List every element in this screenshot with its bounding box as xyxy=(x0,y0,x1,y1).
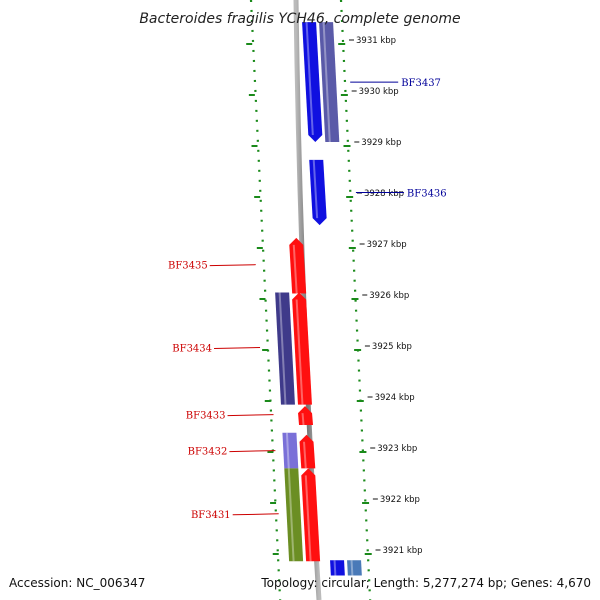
feature-2 xyxy=(275,292,295,405)
feature-5-highlight xyxy=(333,560,337,576)
gene-BF3437 xyxy=(302,22,323,142)
feature-5 xyxy=(330,560,345,576)
gene-label-line-BF3431 xyxy=(232,513,279,516)
feature-1-highlight xyxy=(322,22,331,142)
gene-BF3431 xyxy=(301,468,321,562)
tick-label-3924: 3924 kbp xyxy=(375,393,415,403)
feature-4-highlight xyxy=(287,468,295,562)
gene-BF3432-highlight xyxy=(303,441,307,469)
gene-label-line-BF3435 xyxy=(209,264,256,267)
feature-6-highlight xyxy=(350,560,354,576)
tick-label-3929: 3929 kbp xyxy=(361,138,401,148)
gene-label-BF3433: BF3433 xyxy=(186,411,226,422)
gene-label-BF3434: BF3434 xyxy=(172,344,212,355)
gene-label-line-BF3434 xyxy=(214,347,261,350)
gene-BF3436 xyxy=(309,159,327,226)
tick-label-3923: 3923 kbp xyxy=(377,444,417,454)
tick-layer: 3931 kbp 3930 kbp 3929 kbp 3928 kbp 3927 kbp… xyxy=(349,36,423,556)
tick-label-3921: 3921 kbp xyxy=(383,546,423,556)
gene-BF3433-highlight xyxy=(301,413,305,426)
tick-label-3927: 3927 kbp xyxy=(367,240,407,250)
gc-ring-inner xyxy=(249,0,282,600)
tick-label-3931: 3931 kbp xyxy=(356,36,396,46)
gene-BF3435 xyxy=(289,237,307,294)
gene-label-BF3432: BF3432 xyxy=(188,447,228,458)
gene-label-BF3437: BF3437 xyxy=(401,78,441,89)
gene-BF3431-highlight xyxy=(304,475,312,562)
feature-2-highlight xyxy=(278,292,287,405)
gene-label-BF3436: BF3436 xyxy=(407,188,447,199)
gene-BF3435-highlight xyxy=(292,244,298,294)
feature-3-highlight xyxy=(285,432,290,469)
feature-6 xyxy=(347,560,362,576)
genome-summary-text: Topology: circular; Length: 5,277,274 bp… xyxy=(260,576,591,590)
gene-layer xyxy=(289,22,327,562)
tick-label-3926: 3926 kbp xyxy=(369,291,409,301)
gene-BF3434 xyxy=(292,292,312,405)
gene-BF3434-highlight xyxy=(295,299,304,405)
map-title: Bacteroides fragilis YCH46, complete gen… xyxy=(139,11,460,27)
gene-label-line-BF3432 xyxy=(229,450,276,453)
gc-ring-layer xyxy=(246,0,372,600)
gene-BF3433 xyxy=(298,406,314,426)
gene-label-line-BF3433 xyxy=(227,414,274,417)
feature-3 xyxy=(282,432,299,469)
gene-label-BF3431: BF3431 xyxy=(191,510,231,521)
tick-label-3928: 3928 kbp xyxy=(364,189,404,199)
feature-4 xyxy=(284,468,304,562)
gene-BF3436-highlight xyxy=(312,159,319,219)
feature-1 xyxy=(319,22,340,142)
gene-label-BF3435: BF3435 xyxy=(168,261,208,272)
tick-label-3930: 3930 kbp xyxy=(359,87,399,97)
gene-BF3432 xyxy=(299,434,316,469)
gene-label-layer: BF3437 BF3436 BF3435 BF3434 BF3433 BF3432 BF34… xyxy=(168,78,447,521)
gene-BF3437-highlight xyxy=(305,22,314,135)
tick-label-3925: 3925 kbp xyxy=(372,342,412,352)
feature-layer xyxy=(275,22,362,576)
accession-text: Accession: NC_006347 xyxy=(9,576,145,590)
tick-label-3922: 3922 kbp xyxy=(380,495,420,505)
